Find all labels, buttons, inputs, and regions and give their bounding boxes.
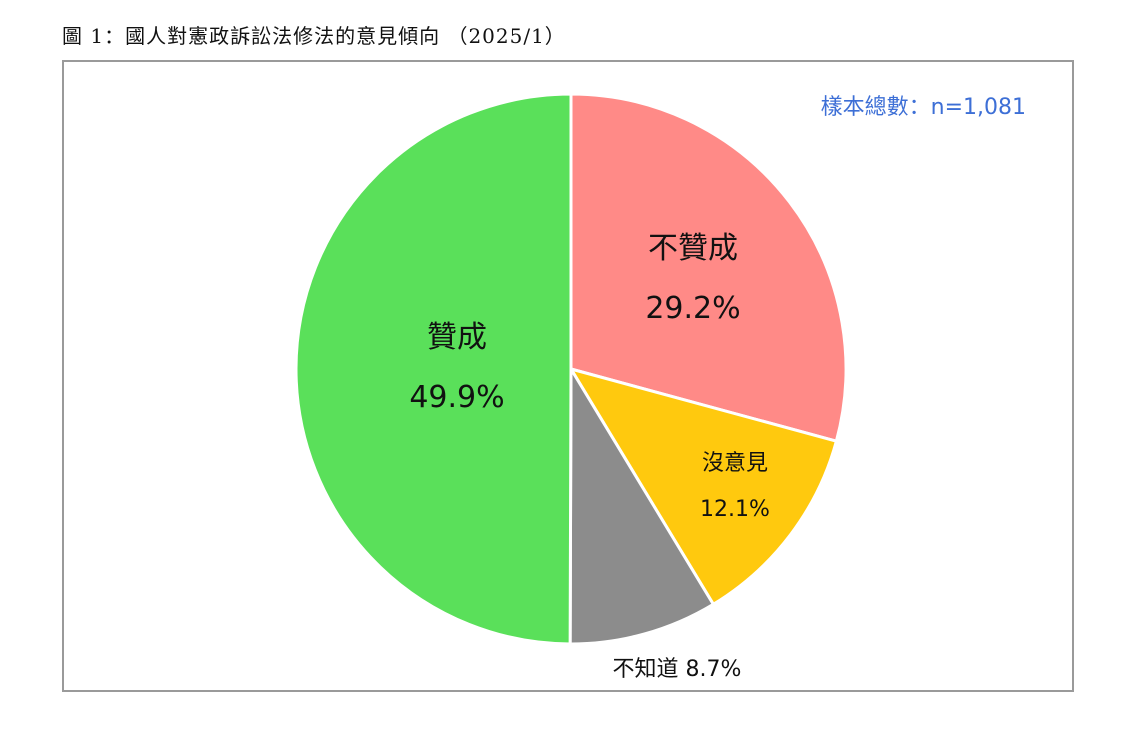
slice-label-agree: 贊成 [427, 320, 487, 355]
slice-value-agree: 49.9% [409, 380, 504, 415]
figure-caption: 圖 1：國人對憲政訴訟法修法的意見傾向 （2025/1） [62, 24, 566, 48]
slice-agree [294, 92, 573, 646]
slice-value-disagree: 29.2% [645, 291, 740, 326]
slice-label-no-opinion: 沒意見 [702, 451, 768, 476]
sample-size-label: 樣本總數：n=1,081 [821, 95, 1026, 120]
slice-no-opinion [567, 366, 839, 607]
slice-label-dont-know: 不知道 8.7% [613, 657, 742, 682]
pie-slices [294, 92, 848, 646]
slice-label-disagree: 不贊成 [648, 231, 738, 266]
slice-dont-know [568, 363, 716, 646]
pie-labels: 不贊成 29.2% 沒意見 12.1% 不知道 8.7% 贊成 49.9% [409, 231, 770, 682]
slice-value-no-opinion: 12.1% [700, 497, 770, 522]
slice-disagree [569, 92, 848, 444]
